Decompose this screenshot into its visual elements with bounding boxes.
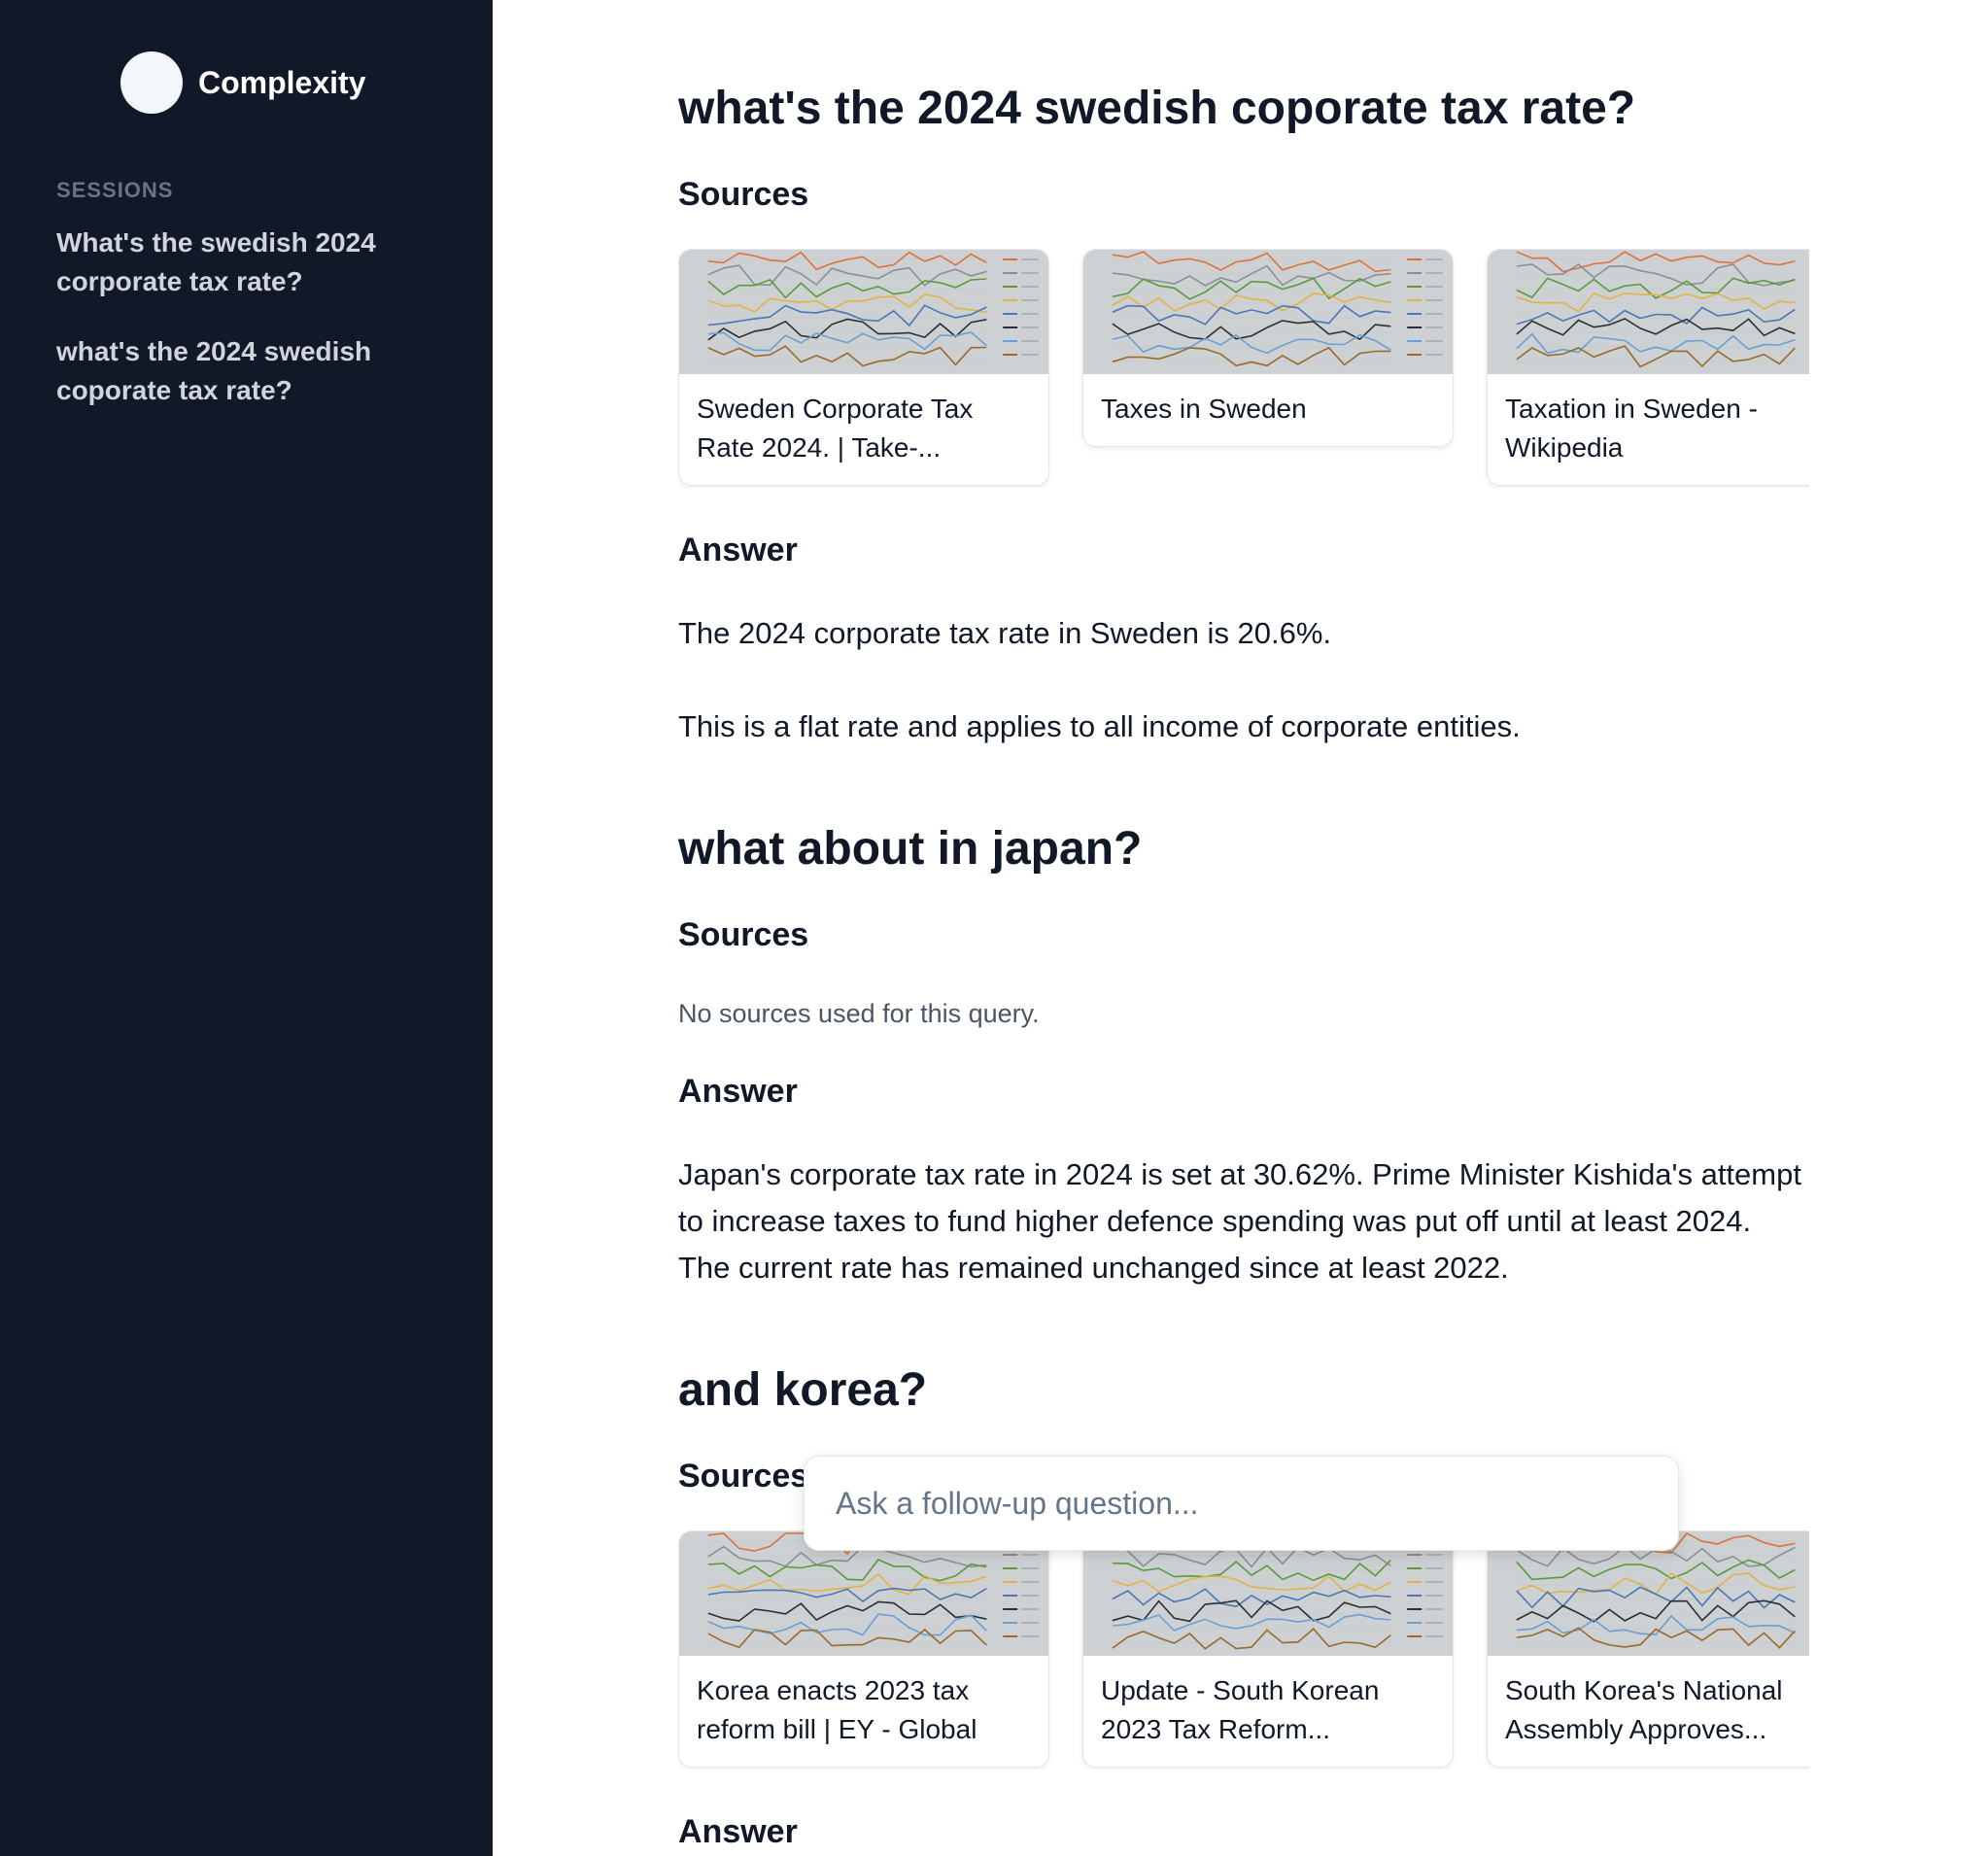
source-card[interactable]: South Korea's National Assembly Approves… [1487,1530,1809,1768]
main-content: what's the 2024 swedish coporate tax rat… [493,0,1988,1856]
answer-heading: Answer [678,1813,798,1850]
source-thumbnail [1488,1531,1809,1656]
answer-paragraph: Japan's corporate tax rate in 2024 is se… [678,1157,1801,1285]
answer-heading: Answer [678,1073,798,1110]
sidebar: Complexity SESSIONS What's the swedish 2… [0,0,493,1856]
source-thumbnail [1083,250,1453,374]
brand[interactable]: Complexity [120,52,365,114]
source-title: Update - South Korean 2023 Tax Reform... [1101,1675,1380,1744]
source-thumbnail [1083,1531,1453,1656]
source-title: Sweden Corporate Tax Rate 2024. | Take-.… [697,394,974,463]
answer-text: Japan's corporate tax rate in 2024 is se… [678,1151,1809,1291]
sessions-label: SESSIONS [56,178,174,202]
question-heading: what about in japan? [678,823,1143,875]
session-item[interactable]: what's the 2024 swedish coporate tax rat… [56,336,372,405]
thread-item: and korea? Sources Korea enacts 2023 tax… [678,1361,1809,1853]
question-heading: what's the 2024 swedish coporate tax rat… [678,83,1636,134]
source-title: Taxation in Sweden - Wikipedia [1505,394,1758,463]
answer-text: The 2024 corporate tax rate in Sweden is… [678,610,1809,750]
follow-up-box [804,1456,1679,1551]
answer-paragraph: This is a flat rate and applies to all i… [678,709,1521,743]
source-card[interactable]: Korea enacts 2023 tax reform bill | EY -… [678,1530,1049,1768]
source-thumbnail [679,250,1048,374]
sources-heading: Sources [678,916,809,953]
source-title: South Korea's National Assembly Approves… [1505,1675,1783,1744]
brand-logo-icon [120,52,183,114]
follow-up-input[interactable] [805,1457,1678,1550]
brand-name: Complexity [198,64,366,100]
answer-heading: Answer [678,532,798,568]
sources-heading: Sources [678,1458,809,1495]
sessions-list: What's the swedish 2024 corporate tax ra… [56,223,445,441]
sources-heading: Sources [678,176,809,213]
thread: what's the 2024 swedish coporate tax rat… [678,80,1809,1856]
sources-row: Korea enacts 2023 tax reform bill | EY -… [678,1530,1809,1770]
source-thumbnail [1488,250,1809,374]
source-card[interactable]: Taxation in Sweden - Wikipedia [1487,249,1809,486]
source-title: Korea enacts 2023 tax reform bill | EY -… [697,1675,977,1744]
session-item[interactable]: What's the swedish 2024 corporate tax ra… [56,227,376,296]
source-card[interactable]: Taxes in Sweden [1082,249,1454,447]
source-title: Taxes in Sweden [1101,394,1307,424]
question-heading: and korea? [678,1364,928,1416]
answer-paragraph: The 2024 corporate tax rate in Sweden is… [678,616,1332,650]
sources-row: Sweden Corporate Tax Rate 2024. | Take-.… [678,249,1809,488]
source-card[interactable]: Update - South Korean 2023 Tax Reform... [1082,1530,1454,1768]
thread-item: what about in japan? Sources No sources … [678,820,1809,1291]
source-thumbnail [679,1531,1048,1656]
no-sources-message: No sources used for this query. [678,999,1040,1028]
source-card[interactable]: Sweden Corporate Tax Rate 2024. | Take-.… [678,249,1049,486]
thread-item: what's the 2024 swedish coporate tax rat… [678,80,1809,750]
